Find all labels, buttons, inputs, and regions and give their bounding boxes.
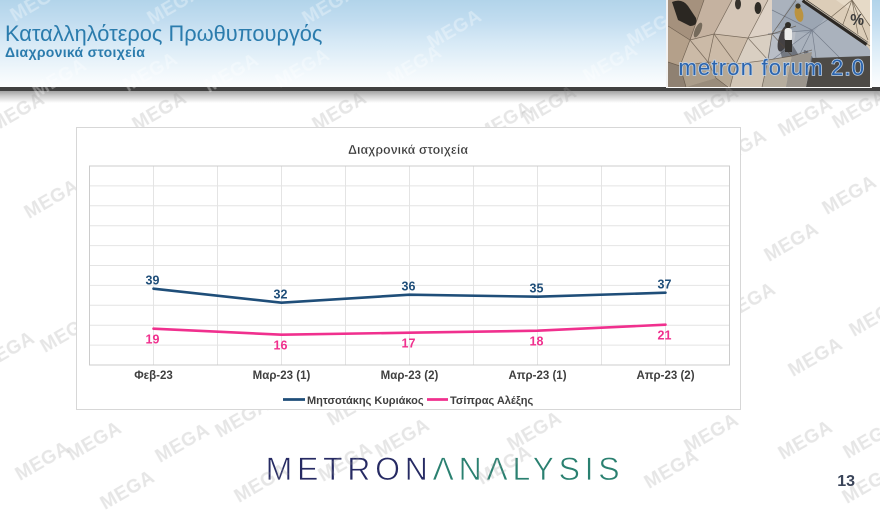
svg-text:16: 16 (274, 339, 288, 353)
svg-text:metron forum 2.0: metron forum 2.0 (679, 55, 866, 80)
svg-text:%: % (850, 12, 864, 29)
svg-text:19: 19 (146, 333, 160, 347)
svg-text:36: 36 (402, 280, 416, 294)
svg-text:Τσίπρας Αλέξης: Τσίπρας Αλέξης (450, 395, 533, 407)
svg-text:32: 32 (274, 288, 288, 302)
svg-text:Μαρ-23 (2): Μαρ-23 (2) (381, 370, 439, 382)
svg-text:39: 39 (146, 274, 160, 288)
svg-text:Μαρ-23 (1): Μαρ-23 (1) (253, 370, 311, 382)
svg-text:17: 17 (402, 337, 416, 351)
svg-text:Μητσοτάκης Κυριάκος: Μητσοτάκης Κυριάκος (307, 395, 424, 407)
svg-text:21: 21 (658, 329, 672, 343)
svg-text:35: 35 (530, 282, 544, 296)
svg-text:18: 18 (530, 335, 544, 349)
svg-text:Απρ-23 (2): Απρ-23 (2) (636, 370, 694, 382)
svg-text:Διαχρονικά στοιχεία: Διαχρονικά στοιχεία (348, 143, 468, 157)
svg-text:37: 37 (658, 278, 672, 292)
svg-text:Απρ-23 (1): Απρ-23 (1) (508, 370, 566, 382)
svg-text:Φεβ-23: Φεβ-23 (134, 370, 173, 382)
